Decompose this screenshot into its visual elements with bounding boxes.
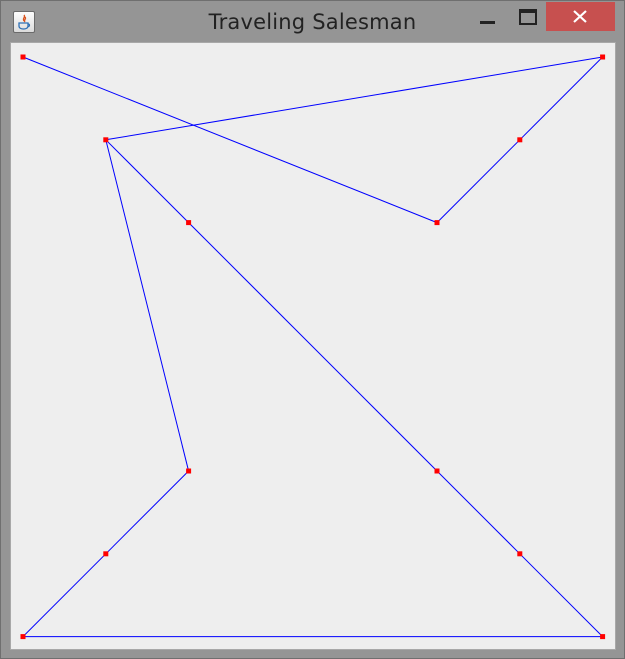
- city-point: [20, 54, 26, 60]
- close-button[interactable]: [546, 2, 615, 31]
- tour-canvas: [10, 42, 616, 650]
- maximize-icon: [519, 9, 537, 25]
- tour-plot: [20, 54, 606, 640]
- city-point: [103, 137, 109, 143]
- maximize-button[interactable]: [510, 3, 544, 31]
- tour-edge: [519, 56, 603, 141]
- tour-edge: [519, 553, 603, 637]
- city-point: [186, 220, 192, 226]
- city-point: [600, 54, 606, 60]
- tour-edge: [105, 139, 189, 223]
- tour-edge: [22, 56, 438, 224]
- city-point: [517, 137, 523, 143]
- minimize-button[interactable]: [471, 3, 503, 31]
- title-bar[interactable]: Traveling Salesman: [1, 1, 624, 41]
- close-icon: [573, 10, 587, 23]
- window-title: Traveling Salesman: [208, 10, 417, 34]
- city-point: [186, 468, 192, 474]
- tour-edge: [436, 470, 521, 555]
- tour-edge: [188, 222, 438, 472]
- tour-edge: [105, 139, 190, 472]
- tour-edge: [105, 470, 189, 555]
- tour-edge: [436, 139, 521, 223]
- tour-edge: [105, 56, 603, 141]
- city-point: [434, 220, 440, 226]
- minimize-icon: [480, 21, 495, 24]
- city-point: [103, 551, 109, 557]
- city-point: [517, 551, 523, 557]
- city-point: [600, 634, 606, 640]
- city-point: [434, 468, 440, 474]
- java-icon[interactable]: [13, 11, 35, 33]
- city-point: [20, 634, 26, 640]
- tour-edge: [22, 553, 107, 637]
